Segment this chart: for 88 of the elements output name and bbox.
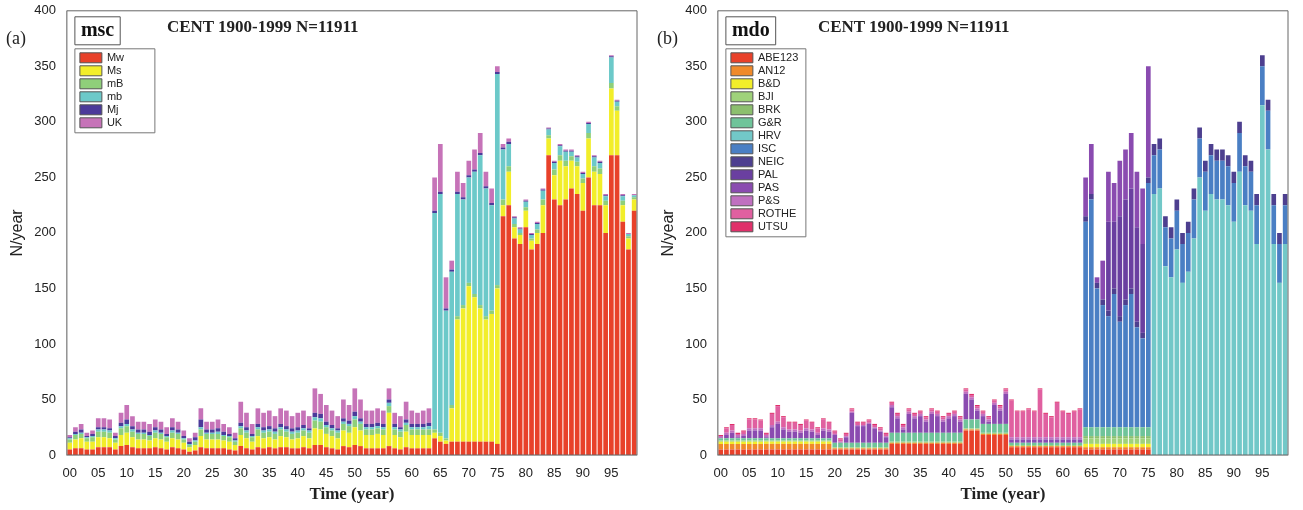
x-tick-label: 60 bbox=[404, 465, 420, 481]
x-tick-label: 55 bbox=[376, 465, 391, 481]
x-tick-label: 80 bbox=[1169, 465, 1185, 481]
y-tick-label: 350 bbox=[34, 57, 56, 73]
legend-label: ROTHE bbox=[757, 206, 797, 219]
x-axis-title: Time (year) bbox=[309, 484, 395, 504]
x-tick-label: 30 bbox=[233, 465, 249, 481]
x-tick-label: 25 bbox=[205, 465, 220, 481]
y-tick-label: 300 bbox=[685, 113, 707, 129]
legend-label: PAS bbox=[757, 180, 780, 193]
x-tick-label: 50 bbox=[347, 465, 363, 481]
x-tick-label: 00 bbox=[713, 465, 728, 481]
legend-label: BJI bbox=[757, 89, 774, 102]
x-tick-label: 15 bbox=[799, 465, 814, 481]
legend-label: NEIC bbox=[757, 154, 785, 167]
y-tick-label: 250 bbox=[34, 168, 56, 184]
y-tick-label: 300 bbox=[34, 113, 56, 129]
text: (a) bbox=[6, 27, 26, 49]
legend-label: UTSU bbox=[757, 219, 788, 232]
legend-label: P&S bbox=[757, 193, 780, 206]
x-tick-label: 20 bbox=[827, 465, 842, 481]
legend-label: ABE123 bbox=[757, 50, 799, 63]
x-tick-label: 90 bbox=[575, 465, 591, 481]
y-axis-title: N/year bbox=[659, 208, 677, 257]
x-tick-label: 85 bbox=[547, 465, 562, 481]
legend-title: mdo bbox=[731, 17, 770, 40]
legend-label: mb bbox=[106, 89, 123, 102]
x-tick-label: 90 bbox=[1226, 465, 1242, 481]
x-tick-label: 80 bbox=[518, 465, 534, 481]
x-tick-label: 35 bbox=[913, 465, 928, 481]
legend-label: AN12 bbox=[757, 63, 786, 76]
x-tick-label: 10 bbox=[119, 465, 134, 481]
legend-label: HRV bbox=[757, 128, 782, 141]
y-tick-label: 400 bbox=[34, 2, 56, 18]
x-tick-label: 30 bbox=[884, 465, 900, 481]
y-tick-label: 350 bbox=[685, 57, 707, 73]
x-tick-label: 45 bbox=[319, 465, 334, 481]
legend-label: G&R bbox=[757, 115, 782, 128]
x-tick-label: 40 bbox=[290, 465, 306, 481]
x-tick-label: 05 bbox=[742, 465, 757, 481]
x-tick-label: 20 bbox=[176, 465, 191, 481]
x-tick-label: 00 bbox=[62, 465, 77, 481]
x-axis-title: Time (year) bbox=[960, 484, 1046, 504]
legend-label: Mw bbox=[106, 50, 125, 63]
x-tick-label: 70 bbox=[1112, 465, 1128, 481]
legend-label: ISC bbox=[757, 141, 777, 154]
y-tick-label: 150 bbox=[685, 280, 707, 295]
x-tick-label: 40 bbox=[941, 465, 957, 481]
y-tick-label: 0 bbox=[48, 446, 56, 462]
x-tick-label: 45 bbox=[970, 465, 985, 481]
x-tick-label: 50 bbox=[998, 465, 1014, 481]
x-tick-label: 35 bbox=[262, 465, 277, 481]
y-tick-label: 50 bbox=[41, 391, 56, 407]
x-tick-label: 95 bbox=[1255, 465, 1270, 481]
x-tick-label: 05 bbox=[91, 465, 106, 481]
chart-title: CENT 1900-1999 N=11911 bbox=[817, 16, 1010, 36]
y-tick-label: 0 bbox=[699, 446, 707, 462]
legend-label: mB bbox=[106, 76, 124, 89]
legend-label: BRK bbox=[757, 102, 782, 115]
y-tick-label: 100 bbox=[34, 335, 56, 351]
y-tick-label: 150 bbox=[34, 280, 56, 295]
x-tick-label: 85 bbox=[1198, 465, 1213, 481]
y-axis-title: N/year bbox=[8, 208, 26, 257]
x-tick-label: 75 bbox=[1141, 465, 1156, 481]
y-tick-label: 400 bbox=[685, 2, 707, 18]
legend-label: PAL bbox=[757, 167, 778, 180]
y-tick-label: 200 bbox=[685, 224, 707, 240]
chart-title: CENT 1900-1999 N=11911 bbox=[166, 16, 359, 36]
x-tick-label: 65 bbox=[433, 465, 448, 481]
text: (b) bbox=[657, 27, 678, 49]
x-tick-label: 25 bbox=[856, 465, 871, 481]
x-tick-label: 70 bbox=[461, 465, 477, 481]
x-tick-label: 75 bbox=[490, 465, 505, 481]
y-tick-label: 250 bbox=[685, 168, 707, 184]
x-tick-label: 65 bbox=[1084, 465, 1099, 481]
legend-title: msc bbox=[80, 17, 115, 40]
x-tick-label: 60 bbox=[1055, 465, 1071, 481]
x-tick-label: 10 bbox=[770, 465, 785, 481]
x-tick-label: 55 bbox=[1027, 465, 1042, 481]
y-tick-label: 200 bbox=[34, 224, 56, 240]
legend-label: Mj bbox=[106, 102, 119, 115]
y-tick-label: 100 bbox=[685, 335, 707, 351]
x-tick-label: 15 bbox=[148, 465, 163, 481]
x-tick-label: 95 bbox=[604, 465, 619, 481]
y-tick-label: 50 bbox=[692, 391, 707, 407]
legend-label: Ms bbox=[106, 63, 123, 76]
legend-label: B&D bbox=[757, 76, 781, 89]
legend-label: UK bbox=[106, 115, 123, 128]
